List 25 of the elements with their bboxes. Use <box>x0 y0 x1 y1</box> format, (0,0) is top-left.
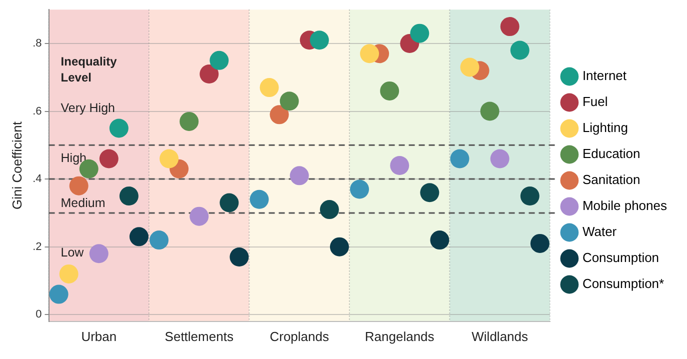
x-tick-label: Rangelands <box>364 328 435 344</box>
legend-label: Sanitation <box>582 172 640 188</box>
legend-label: Mobile phones <box>582 198 668 214</box>
annotation: Very High <box>60 101 116 116</box>
x-tick-label: Urban <box>81 328 117 344</box>
legend-label: Consumption* <box>582 276 664 292</box>
y-tick-label: .8 <box>32 38 42 50</box>
annotation: High <box>60 151 87 166</box>
annotation: Low <box>60 245 85 260</box>
legend-label: Fuel <box>582 94 608 110</box>
x-tick-label: Croplands <box>270 328 330 344</box>
y-axis-title: Gini Coefficient <box>9 121 24 210</box>
legend-label: Lighting <box>582 120 628 136</box>
annotation: Medium <box>60 196 106 210</box>
y-tick-label: .2 <box>32 240 42 253</box>
legend-label: Water <box>582 224 618 240</box>
y-tick-label: .6 <box>32 105 42 118</box>
legend-label: Internet <box>582 68 627 84</box>
x-tick-label: Wildlands <box>472 328 528 344</box>
legend-label: Education <box>582 146 640 162</box>
x-tick-label: Settlements <box>164 328 234 344</box>
y-tick-label: .4 <box>32 173 42 186</box>
annotation: Inequality Level <box>60 54 118 84</box>
y-tick-label: 0 <box>36 308 42 321</box>
legend-label: Consumption <box>582 250 660 266</box>
